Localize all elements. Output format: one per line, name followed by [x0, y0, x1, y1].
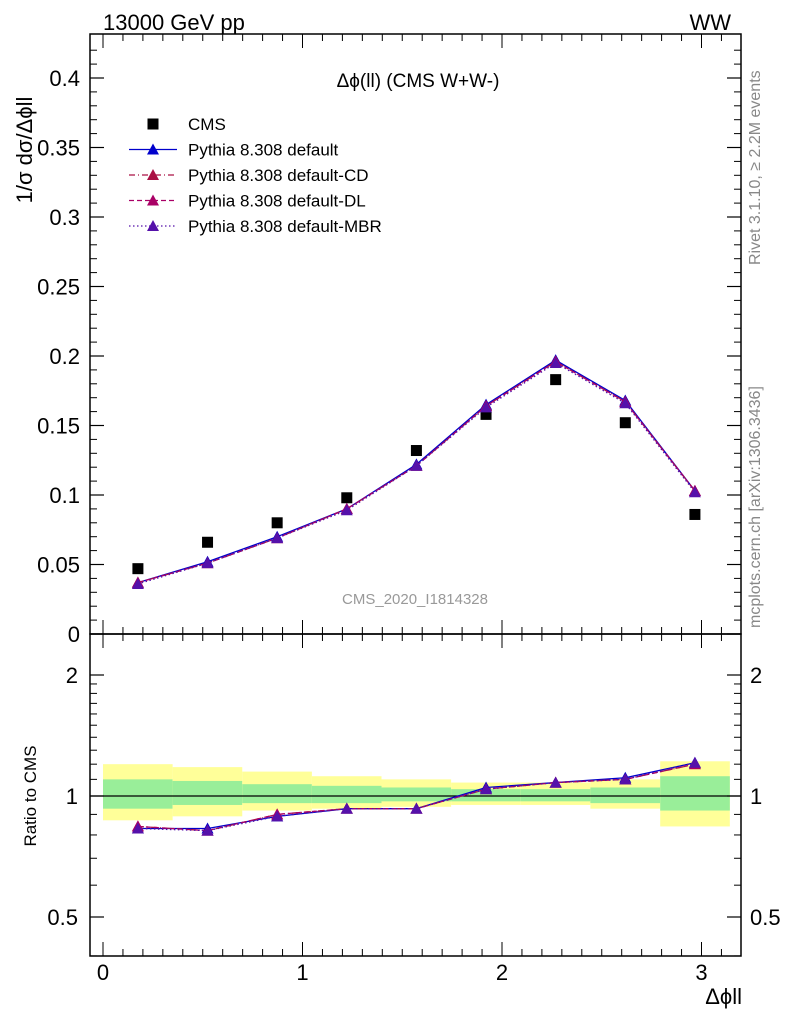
- mc-point: [131, 577, 144, 589]
- legend-label: Pythia 8.308 default-DL: [188, 192, 366, 211]
- data-point: [689, 508, 701, 520]
- x-tick-label: 3: [695, 960, 707, 985]
- y-tick-label: 0.3: [49, 205, 80, 230]
- series-line: [137, 362, 696, 585]
- legend-marker: [147, 118, 159, 130]
- series-2: [131, 355, 701, 588]
- ratio-point: [340, 802, 353, 814]
- ratio-y-tick-label: 2: [66, 663, 78, 688]
- ratio-frame: [89, 633, 742, 957]
- ratio-y-tick-label-right: 1: [750, 784, 762, 809]
- mc-point: [410, 459, 423, 471]
- ratio-point: [549, 776, 562, 788]
- ratio-point: [201, 824, 214, 836]
- uncertainty-band-inner: [590, 787, 661, 804]
- main-y-axis-label: 1/σ dσ/Δϕll: [12, 97, 37, 204]
- y-tick-label: 0.05: [37, 553, 80, 578]
- series-4: [131, 356, 701, 589]
- mc-point: [340, 504, 353, 516]
- ratio-y-tick-label-right: 0.5: [750, 905, 781, 930]
- main-axis-ticks: 0 0.05 0.1 0.15 0.2 0.25 0.3 0.35 0.4: [37, 34, 741, 647]
- y-tick-label: 0.4: [49, 66, 80, 91]
- x-tick-label: 1: [296, 960, 308, 985]
- uncertainty-band-inner: [242, 784, 312, 804]
- ratio-y-axis-label: Ratio to CMS: [21, 745, 40, 846]
- uncertainty-band-inner: [172, 780, 243, 805]
- series-line: [137, 360, 696, 584]
- ratio-y-tick-label: 1: [66, 784, 78, 809]
- main-panel: 0 0.05 0.1 0.15 0.2 0.25 0.3 0.35 0.4 Δϕ(ll) (CM…: [12, 33, 742, 647]
- uncertainty-band-inner: [520, 789, 591, 802]
- rivet-label: Rivet 3.1.10, ≥ 2.2M events: [747, 70, 764, 265]
- ratio-bands: [103, 761, 730, 827]
- series-0: [132, 374, 701, 575]
- header-left: 13000 GeV pp: [103, 10, 245, 35]
- mc-point: [271, 532, 284, 544]
- data-point: [341, 492, 353, 504]
- ratio-point: [688, 756, 701, 768]
- y-tick-label: 0.1: [49, 483, 80, 508]
- data-point: [132, 563, 144, 575]
- data-point: [480, 408, 492, 420]
- ratio-point: [619, 773, 632, 785]
- mc-point: [688, 486, 701, 498]
- mc-point: [480, 401, 493, 413]
- data-point: [271, 517, 283, 529]
- mc-point: [201, 557, 214, 569]
- legend-label: Pythia 8.308 default: [188, 141, 339, 160]
- ratio-y-tick-label-right: 2: [750, 663, 762, 688]
- y-tick-label: 0.25: [37, 275, 80, 300]
- ratio-panel: 0.5 0.5 1 1 2 2 0 1 2 3 Ratio to CMS Δϕll: [21, 633, 781, 1009]
- y-tick-label: 0.15: [37, 414, 80, 439]
- legend-marker: [147, 220, 159, 231]
- legend-marker: [147, 143, 159, 155]
- main-series-group: [131, 354, 701, 589]
- data-point: [619, 417, 631, 429]
- mc-point: [619, 397, 632, 409]
- ratio-series-3: [131, 756, 701, 836]
- data-point: [410, 445, 422, 457]
- series-line: [137, 360, 696, 584]
- mcplots-label: mcplots.cern.ch [arXiv:1306.3436]: [747, 386, 764, 628]
- chart-title: Δϕ(ll) (CMS W+W-): [337, 71, 500, 92]
- legend-marker: [147, 169, 159, 180]
- series-3: [131, 355, 701, 588]
- series-1: [131, 354, 701, 588]
- ratio-y-tick-label: 0.5: [47, 905, 78, 930]
- uncertainty-band-inner: [311, 785, 382, 804]
- y-tick-label: 0.35: [37, 136, 80, 161]
- data-point: [550, 374, 562, 386]
- analysis-watermark: CMS_2020_I1814328: [342, 591, 488, 608]
- ratio-point: [480, 783, 493, 795]
- y-tick-label: 0.2: [49, 344, 80, 369]
- legend-label: CMS: [188, 115, 226, 134]
- uncertainty-band-inner: [103, 779, 173, 809]
- y-tick-label: 0: [68, 622, 80, 647]
- uncertainty-band-inner: [660, 776, 730, 811]
- x-tick-label: 0: [97, 960, 109, 985]
- mc-point: [549, 356, 562, 368]
- legend: CMS Pythia 8.308 default Pythia 8.308 defa…: [129, 115, 382, 236]
- x-axis-label: Δϕll: [705, 984, 742, 1009]
- ratio-series-group: [131, 756, 701, 836]
- header-right: WW: [689, 10, 731, 35]
- x-tick-label: 2: [496, 960, 508, 985]
- legend-label: Pythia 8.308 default-CD: [188, 166, 369, 185]
- data-point: [202, 536, 214, 548]
- ratio-point: [271, 810, 284, 822]
- uncertainty-band-inner: [381, 787, 452, 802]
- ratio-point: [410, 802, 423, 814]
- legend-marker: [147, 194, 159, 206]
- ratio-point: [131, 822, 144, 834]
- legend-label: Pythia 8.308 default-MBR: [188, 217, 382, 236]
